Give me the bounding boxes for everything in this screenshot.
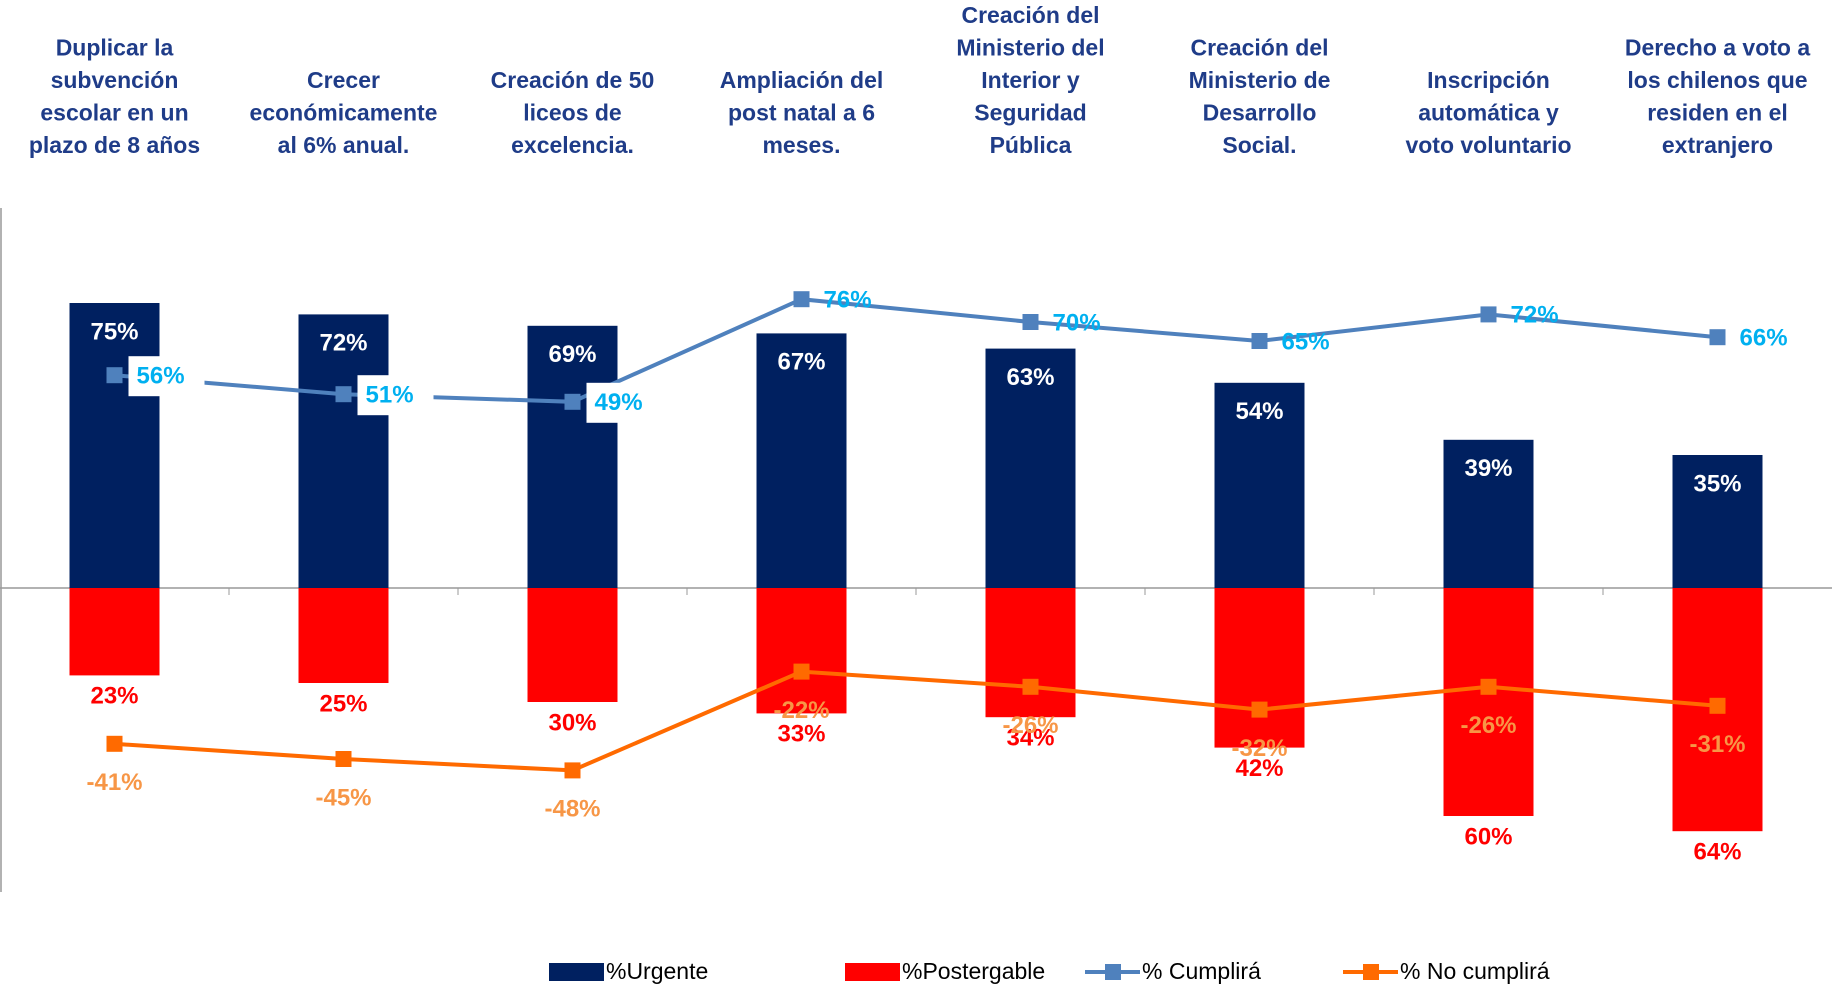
data-label: 72% xyxy=(1511,302,1559,329)
marker xyxy=(1709,329,1726,346)
legend-label: % No cumplirá xyxy=(1400,958,1550,984)
category-label: Creación del Ministerio de Desarrollo Socia… xyxy=(1189,35,1331,159)
data-label: -48% xyxy=(544,796,600,823)
line xyxy=(114,669,1718,773)
marker xyxy=(793,291,810,308)
data-label: -26% xyxy=(1002,712,1058,739)
legend-swatch xyxy=(845,963,900,981)
category-label: Duplicar la subvención escolar en un plazo … xyxy=(29,35,200,159)
data-label: -31% xyxy=(1689,731,1745,758)
data-label: 49% xyxy=(595,389,643,416)
bar xyxy=(298,314,389,588)
data-label: 51% xyxy=(366,382,414,409)
data-label: -26% xyxy=(1460,712,1516,739)
label-background xyxy=(128,356,205,397)
data-label: 75% xyxy=(90,318,138,345)
bar xyxy=(527,588,618,702)
data-label: 34% xyxy=(1006,725,1054,752)
bar xyxy=(1672,455,1763,588)
category-label: Derecho a voto a los chilenos que residen … xyxy=(1625,35,1811,159)
bar xyxy=(1443,439,1534,588)
data-label: 65% xyxy=(1282,328,1330,355)
marker xyxy=(1022,678,1039,695)
legend-label: % Cumplirá xyxy=(1142,958,1261,984)
data-label: 39% xyxy=(1464,455,1512,482)
category-label: Creación del Ministerio del Interior y Segu… xyxy=(956,2,1104,158)
bar xyxy=(756,588,847,714)
data-label: 25% xyxy=(319,690,367,717)
data-label: 66% xyxy=(1740,325,1788,352)
data-label: 42% xyxy=(1235,755,1283,782)
data-label: 67% xyxy=(777,349,825,376)
marker xyxy=(1251,333,1268,349)
data-label: 30% xyxy=(548,709,596,736)
data-label: 23% xyxy=(90,683,138,710)
bar xyxy=(985,348,1076,588)
label-background xyxy=(357,375,434,416)
legend-marker xyxy=(1105,964,1121,980)
marker xyxy=(335,751,352,767)
data-label: 63% xyxy=(1006,364,1054,391)
data-label: 70% xyxy=(1053,309,1101,336)
data-label: -32% xyxy=(1231,735,1287,762)
legend-label: %Postergable xyxy=(902,958,1045,984)
data-label: 35% xyxy=(1693,470,1741,497)
bar xyxy=(69,588,160,676)
data-label: -45% xyxy=(315,784,371,811)
marker xyxy=(106,735,123,752)
data-label: 76% xyxy=(824,287,872,314)
data-label: 60% xyxy=(1464,823,1512,850)
legend-swatch xyxy=(549,963,604,981)
legend-label: %Urgente xyxy=(606,958,708,984)
category-label: Crecer económicamente al 6% anual. xyxy=(250,67,438,158)
marker xyxy=(335,386,352,403)
category-label: Inscripción automática y voto voluntario xyxy=(1405,67,1571,158)
data-label: 54% xyxy=(1235,398,1283,425)
marker xyxy=(1709,697,1726,714)
bar xyxy=(69,303,160,588)
bar xyxy=(1214,382,1305,588)
marker xyxy=(1251,701,1268,718)
bar xyxy=(527,325,618,588)
category-label: Ampliación del post natal a 6 meses. xyxy=(720,67,884,158)
marker xyxy=(564,762,581,779)
marker xyxy=(793,663,810,680)
bar xyxy=(756,333,847,588)
data-label: 69% xyxy=(548,341,596,368)
bar xyxy=(1214,588,1305,748)
bar xyxy=(985,588,1076,718)
marker xyxy=(1022,314,1039,330)
legend-marker xyxy=(1363,964,1379,980)
marker xyxy=(1480,306,1497,323)
category-label: Creación de 50 liceos de excelencia. xyxy=(491,67,655,158)
data-label: 33% xyxy=(777,721,825,748)
bar xyxy=(298,588,389,683)
marker xyxy=(106,367,123,384)
data-label: 72% xyxy=(319,330,367,357)
data-label: 64% xyxy=(1693,839,1741,866)
data-label: -41% xyxy=(86,769,142,796)
data-label: 56% xyxy=(137,363,185,390)
bar xyxy=(1443,588,1534,816)
label-background xyxy=(586,382,663,423)
data-label: -22% xyxy=(773,697,829,724)
marker xyxy=(1480,678,1497,695)
marker xyxy=(564,393,581,410)
